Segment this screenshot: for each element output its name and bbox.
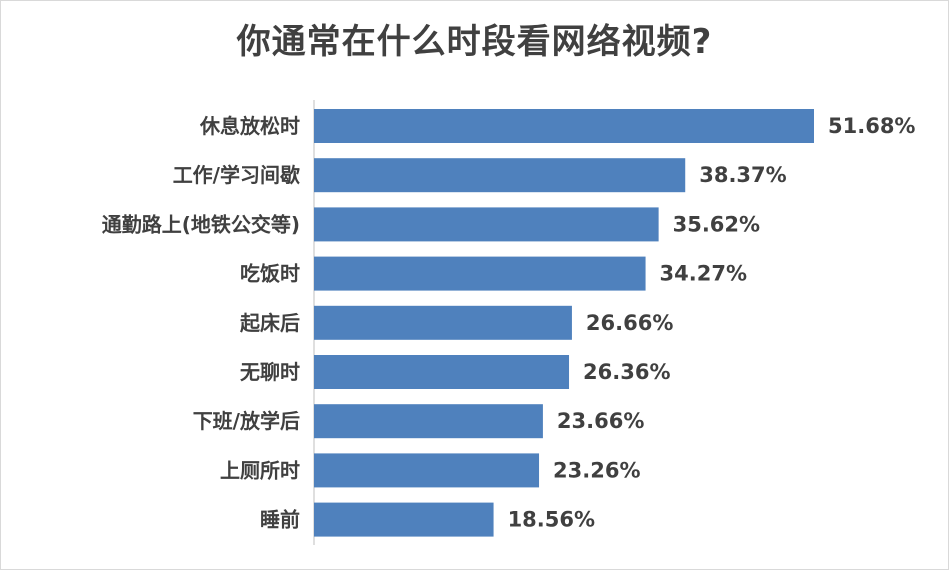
data-label: 23.26% [553,458,640,482]
bar [314,305,572,340]
bar [314,502,494,537]
category-label: 上厕所时 [220,458,300,482]
bar [314,109,814,143]
bar [314,256,646,291]
data-label: 26.36% [583,360,670,384]
category-label: 吃饭时 [240,262,300,286]
category-label: 无聊时 [240,360,300,384]
data-label: 18.56% [508,508,595,532]
bar [314,207,659,242]
category-label: 下班/放学后 [193,409,300,433]
chart-title: 你通常在什么时段看网络视频? [236,22,713,62]
category-label: 休息放松时 [199,114,300,138]
category-label: 通勤路上(地铁公交等) [102,212,300,236]
bar [314,158,686,193]
data-label: 23.66% [557,409,644,433]
bar [314,404,543,439]
category-label: 睡前 [260,508,300,532]
bar [314,453,540,488]
data-label: 51.68% [828,114,915,138]
category-label: 起床后 [239,311,300,335]
category-label: 工作/学习间歇 [173,163,300,187]
data-label: 35.62% [673,212,760,236]
data-label: 38.37% [699,163,786,187]
data-label: 26.66% [586,311,673,335]
bar [314,355,570,389]
data-label: 34.27% [660,262,747,286]
